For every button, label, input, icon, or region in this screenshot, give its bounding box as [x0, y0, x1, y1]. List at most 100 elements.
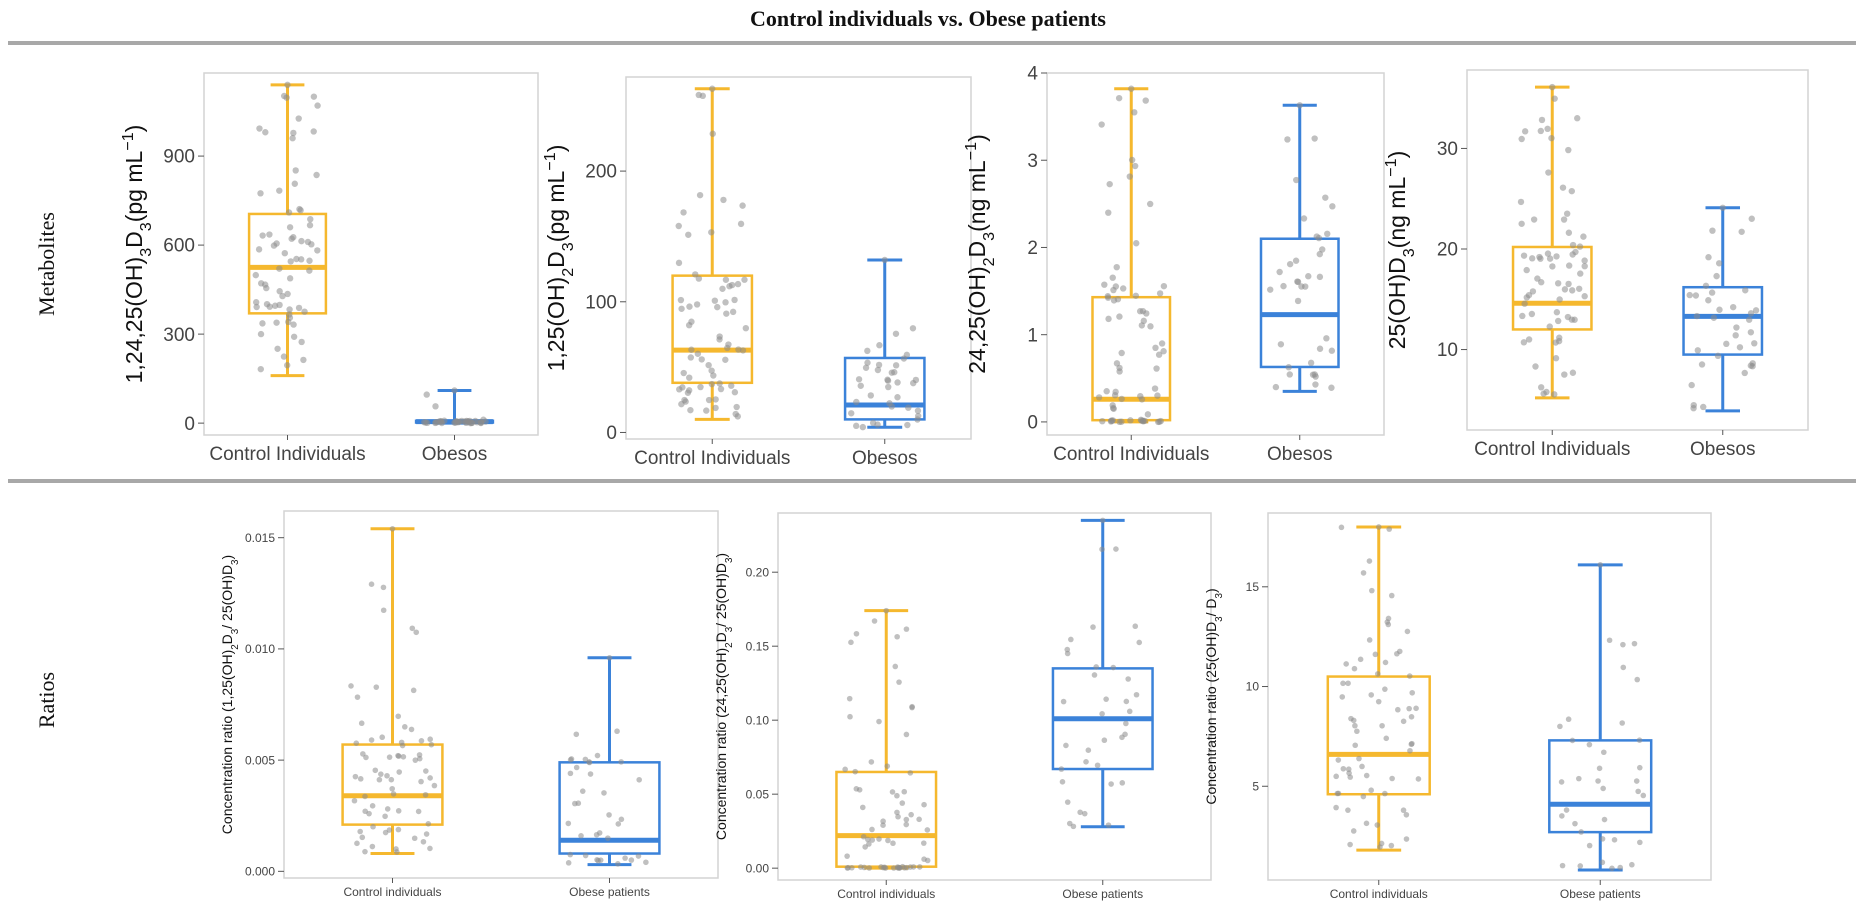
data-point [1296, 102, 1303, 109]
plot-frame [777, 512, 1212, 881]
data-point [1118, 418, 1125, 425]
data-point [1561, 286, 1569, 293]
data-point [1060, 698, 1067, 705]
data-point [1315, 234, 1323, 242]
data-point [737, 220, 745, 228]
data-point [379, 734, 386, 741]
data-point [1576, 243, 1584, 250]
data-point [1554, 280, 1562, 287]
data-point [844, 865, 851, 871]
data-point [1388, 592, 1395, 599]
data-point [368, 581, 375, 588]
data-point [1125, 676, 1131, 682]
data-point [1104, 293, 1112, 300]
data-point [903, 816, 910, 823]
data-point [1700, 403, 1707, 411]
data-point [1351, 665, 1358, 672]
data-point [1354, 728, 1360, 735]
data-point [1552, 355, 1560, 362]
data-point [1375, 698, 1382, 705]
data-point [709, 130, 716, 137]
y-axis-label: Concentration ratio (25(OH)D3/ D3) [1203, 588, 1225, 804]
data-point [428, 741, 435, 748]
data-point [1333, 804, 1339, 811]
y-tick-label: 0.000 [245, 865, 275, 879]
data-point [722, 276, 730, 283]
data-point [1350, 828, 1357, 834]
data-point [1540, 390, 1547, 397]
data-point [903, 821, 910, 828]
data-point [1729, 303, 1737, 311]
data-point [855, 376, 863, 383]
data-point [1066, 820, 1073, 827]
data-point [276, 265, 283, 272]
x-tick-label: Control Individuals [634, 448, 790, 469]
data-point [284, 81, 291, 89]
data-point [1140, 317, 1147, 325]
data-point [615, 821, 622, 827]
data-point [717, 385, 725, 393]
data-point [1316, 345, 1324, 352]
y-axis-label: 25(OH)D3(ng mL−1) [1382, 151, 1418, 350]
data-point [677, 296, 685, 304]
data-point [1521, 300, 1528, 307]
data-point [257, 330, 265, 338]
data-point [380, 607, 387, 614]
data-point [1736, 344, 1744, 351]
data-point [739, 202, 746, 209]
data-point [1143, 310, 1150, 317]
data-point [896, 864, 903, 871]
data-point [1293, 176, 1300, 184]
data-point [295, 115, 302, 122]
data-point [273, 319, 280, 326]
data-point [1328, 384, 1335, 391]
data-point [1133, 691, 1140, 698]
y-tick-label: 2 [1027, 238, 1038, 259]
data-point [386, 827, 393, 833]
data-point [298, 338, 305, 346]
x-tick-label: Obese patients [569, 885, 650, 899]
data-point [899, 800, 906, 806]
data-point [1557, 723, 1563, 730]
data-point [716, 336, 723, 343]
data-point [1113, 546, 1119, 552]
data-point [1142, 97, 1149, 104]
y-axis-label: 1,24,25(OH)3D3(pg mL−1) [119, 125, 155, 384]
data-point [876, 342, 883, 349]
data-point [410, 687, 417, 694]
data-point [252, 299, 260, 306]
data-point [1532, 363, 1539, 370]
y-tick-label: 0.005 [245, 753, 275, 767]
data-point [1400, 807, 1407, 814]
data-point [912, 376, 920, 384]
data-point [1636, 737, 1643, 743]
data-point [259, 320, 266, 327]
data-point [1637, 839, 1643, 846]
y-axis-label: 1,25(OH)2D3(pg mL−1) [541, 145, 577, 372]
x-tick-label: Control individuals [837, 887, 935, 901]
data-point [1698, 361, 1706, 368]
data-point [1407, 747, 1413, 754]
data-point [1406, 705, 1412, 712]
data-point [680, 369, 687, 377]
y-tick-label: 0.15 [746, 639, 770, 653]
data-point [1389, 775, 1395, 782]
box-control [341, 525, 444, 856]
data-point [1059, 779, 1066, 785]
data-point [427, 736, 433, 743]
data-point [1620, 641, 1626, 648]
data-point [894, 394, 901, 401]
data-point [601, 790, 607, 796]
data-point [1400, 718, 1407, 725]
data-point [1636, 764, 1643, 771]
data-point [477, 419, 485, 427]
data-point [908, 811, 914, 818]
data-point [716, 380, 723, 387]
data-point [1574, 115, 1581, 122]
data-point [865, 836, 871, 843]
data-point [1363, 820, 1370, 827]
data-point [1525, 336, 1533, 343]
data-point [413, 629, 420, 636]
data-point [1723, 340, 1730, 348]
data-point [1307, 359, 1315, 367]
